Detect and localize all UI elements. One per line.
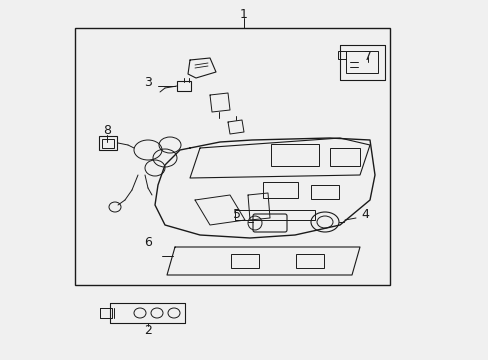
Text: 4: 4 [360, 208, 368, 221]
Bar [75, 28, 389, 285]
Text: 8: 8 [103, 125, 111, 138]
Bar [310, 185, 338, 199]
Text: 3: 3 [144, 77, 152, 90]
Bar [329, 148, 359, 166]
Text: 5: 5 [232, 208, 241, 221]
Bar [346, 51, 377, 73]
Text: 2: 2 [144, 324, 152, 337]
Bar [102, 139, 114, 148]
Bar [337, 51, 346, 59]
Text: 6: 6 [144, 237, 152, 249]
Bar [177, 81, 191, 91]
Bar [230, 254, 259, 268]
Text: 1: 1 [240, 8, 247, 21]
Bar [270, 144, 318, 166]
Bar [235, 210, 314, 220]
Text: 7: 7 [363, 50, 371, 63]
Bar [99, 136, 117, 150]
Bar [262, 182, 297, 198]
Bar [295, 254, 324, 268]
